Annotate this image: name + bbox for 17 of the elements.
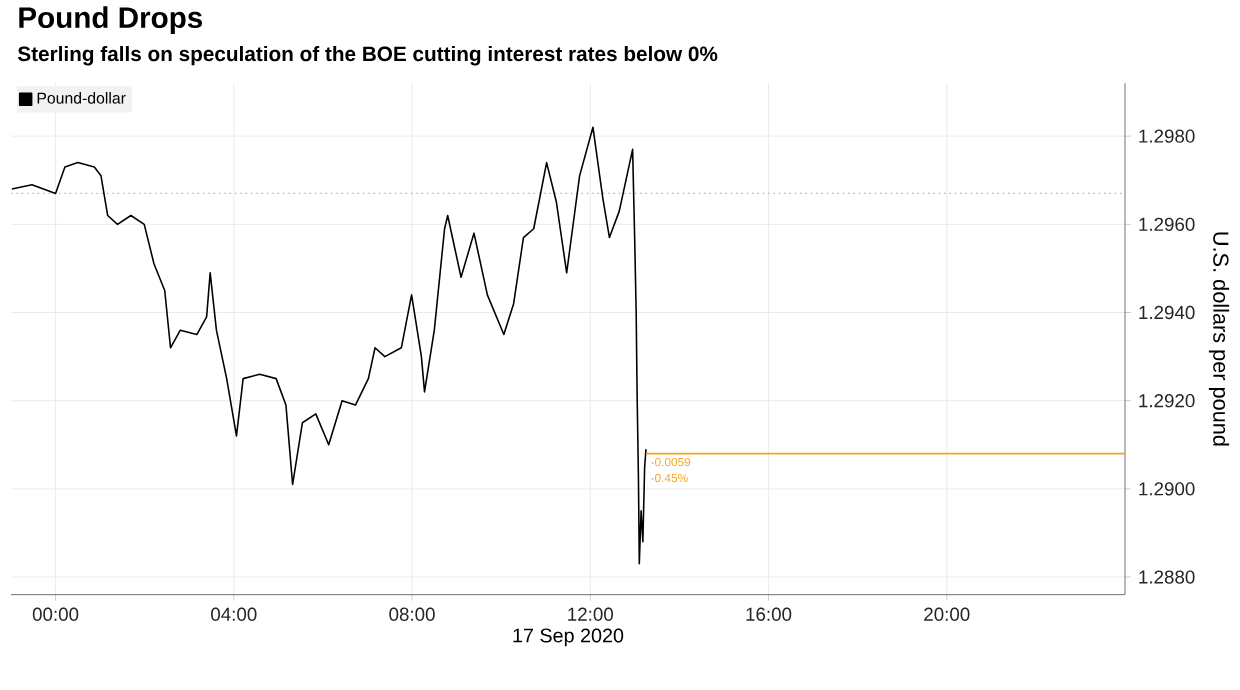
y-tick-label: 1.2880 [1139,570,1195,584]
y-tick-label: 1.2960 [1139,217,1195,232]
y-tick-label: 1.2980 [1139,129,1195,143]
x-tick-label: 20:00 [924,607,970,621]
x-tick-label: 16:00 [746,607,792,621]
x-tick-label: 04:00 [211,607,257,621]
chart-subtitle: Sterling falls on speculation of the BOE cutting interest rates below 0% [17,46,718,66]
x-tick-label: 08:00 [389,607,435,621]
x-tick-label: 00:00 [32,607,79,621]
y-axis-title: U.S. dollars per pound [1208,232,1230,446]
y-tick-label: 1.2940 [1139,305,1195,320]
x-tick-label: 12:00 [568,607,614,621]
x-axis-title: 17 Sep 2020 [513,628,624,647]
line-series [11,126,647,565]
chart-title: Pound Drops [19,6,203,35]
y-tick-label: 1.2920 [1139,394,1195,408]
y-tick-label: 1.2900 [1139,482,1195,496]
